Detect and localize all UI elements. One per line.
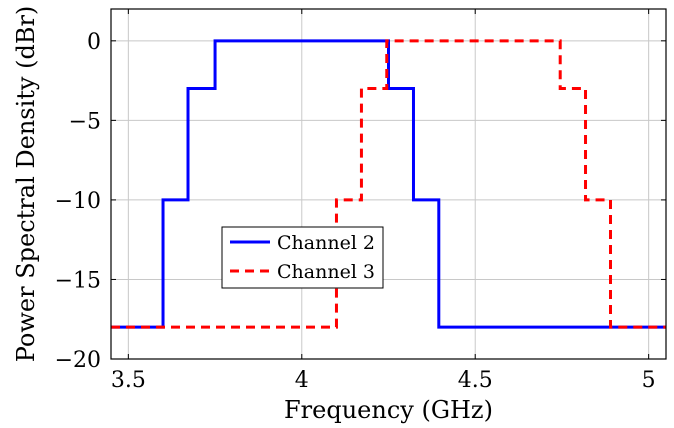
legend-label-channel-3: Channel 3 xyxy=(277,261,375,283)
y-tick-label: −5 xyxy=(69,109,101,134)
y-tick-label: −15 xyxy=(55,268,101,293)
plot-frame xyxy=(110,8,667,360)
x-tick-label: 3.5 xyxy=(111,368,146,393)
y-tick-label: 0 xyxy=(87,30,101,55)
series-line-channel-2 xyxy=(111,39,666,329)
plot-series xyxy=(111,39,666,329)
x-axis-label: Frequency (GHz) xyxy=(284,396,493,424)
legend-box xyxy=(221,226,384,289)
y-tick-label: −10 xyxy=(55,189,101,214)
legend-label-channel-2: Channel 2 xyxy=(277,232,375,254)
x-tick-label: 4 xyxy=(295,368,309,393)
series-line-channel-3 xyxy=(111,39,666,329)
x-tick-label: 5 xyxy=(642,368,656,393)
legend: Channel 2 Channel 3 xyxy=(221,226,384,289)
y-axis-label: Power Spectral Density (dBr) xyxy=(12,6,40,363)
axis-ticks: 3.5 4 4.5 5 0 −5 −10 −15 −20 xyxy=(55,9,666,393)
y-tick-label: −20 xyxy=(55,348,101,373)
x-tick-label: 4.5 xyxy=(458,368,493,393)
